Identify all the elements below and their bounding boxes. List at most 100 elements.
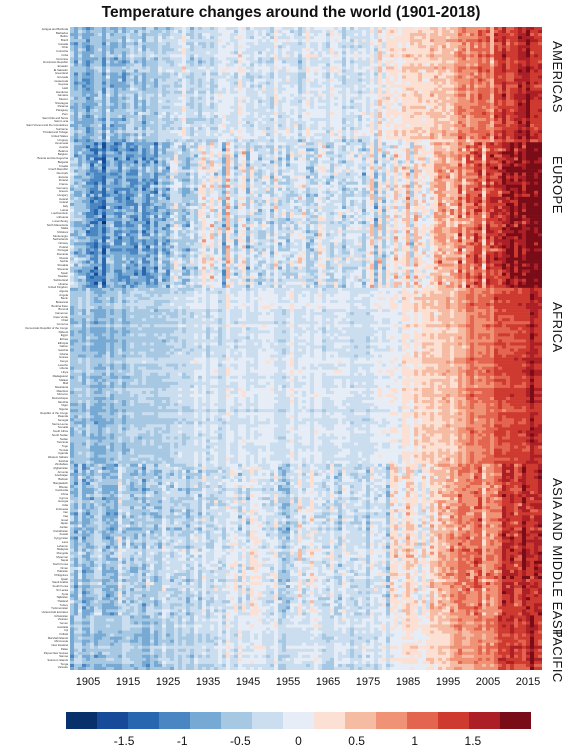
- heatmap-cell: [354, 51, 358, 54]
- heatmap-cell: [234, 30, 238, 33]
- heatmap-cell: [342, 27, 346, 30]
- heatmap-cell: [122, 27, 126, 30]
- heatmap-cell: [486, 36, 490, 39]
- heatmap-cell: [458, 36, 462, 39]
- heatmap-cell: [462, 27, 466, 30]
- heatmap-cell: [170, 48, 174, 51]
- heatmap-cell: [446, 33, 450, 36]
- heatmap-cell: [186, 36, 190, 39]
- heatmap-cell: [398, 60, 402, 63]
- heatmap-cell: [234, 60, 238, 63]
- heatmap-cell: [254, 45, 258, 48]
- heatmap-cell: [314, 48, 318, 51]
- heatmap-cell: [470, 27, 474, 30]
- heatmap-cell: [302, 33, 306, 36]
- heatmap-cell: [486, 39, 490, 42]
- heatmap-cell: [98, 45, 102, 48]
- heatmap-cell: [502, 36, 506, 39]
- heatmap-cell: [458, 54, 462, 57]
- heatmap-cell: [286, 27, 290, 30]
- heatmap-cell: [450, 54, 454, 57]
- heatmap-cell: [242, 42, 246, 45]
- heatmap-cell: [298, 30, 302, 33]
- heatmap-cell: [150, 39, 154, 42]
- heatmap-cell: [162, 45, 166, 48]
- heatmap-cell: [310, 45, 314, 48]
- heatmap-cell: [90, 39, 94, 42]
- heatmap-cell: [254, 57, 258, 60]
- heatmap-cell: [262, 57, 266, 60]
- heatmap-cell: [286, 36, 290, 39]
- heatmap-cell: [166, 66, 170, 69]
- heatmap-cell: [286, 48, 290, 51]
- heatmap-cell: [114, 48, 118, 51]
- heatmap-cell: [214, 30, 218, 33]
- heatmap-cell: [330, 60, 334, 63]
- heatmap-cell: [150, 60, 154, 63]
- heatmap-cell: [218, 39, 222, 42]
- heatmap-cell: [186, 39, 190, 42]
- heatmap-cell: [138, 60, 142, 63]
- heatmap-cell: [142, 51, 146, 54]
- heatmap-cell: [134, 54, 138, 57]
- heatmap-cell: [490, 54, 494, 57]
- heatmap-cell: [218, 57, 222, 60]
- heatmap-cell: [474, 30, 478, 33]
- heatmap-cell: [538, 54, 542, 57]
- heatmap-cell: [246, 27, 250, 30]
- heatmap-cell: [86, 60, 90, 63]
- heatmap-cell: [238, 54, 242, 57]
- heatmap-cell: [266, 57, 270, 60]
- heatmap-cell: [362, 57, 366, 60]
- heatmap-cell: [254, 63, 258, 66]
- heatmap-cell: [338, 30, 342, 33]
- heatmap-cell: [342, 42, 346, 45]
- heatmap-cell: [378, 57, 382, 60]
- heatmap-cell: [334, 66, 338, 69]
- heatmap-cell: [186, 63, 190, 66]
- heatmap-cell: [442, 48, 446, 51]
- heatmap-cell: [206, 57, 210, 60]
- heatmap-cell: [538, 57, 542, 60]
- heatmap-cell: [434, 30, 438, 33]
- heatmap-cell: [358, 51, 362, 54]
- heatmap-cell: [230, 66, 234, 69]
- heatmap-cell: [358, 63, 362, 66]
- heatmap-cell: [518, 57, 522, 60]
- heatmap-cell: [246, 45, 250, 48]
- heatmap-cell: [434, 42, 438, 45]
- heatmap-cell: [446, 48, 450, 51]
- heatmap-cell: [502, 39, 506, 42]
- heatmap-cell: [258, 36, 262, 39]
- heatmap-cell: [526, 39, 530, 42]
- heatmap-cell: [362, 30, 366, 33]
- heatmap-cell: [310, 63, 314, 66]
- heatmap-cell: [122, 57, 126, 60]
- heatmap-cell: [414, 39, 418, 42]
- heatmap-cell: [122, 30, 126, 33]
- heatmap-cell: [90, 36, 94, 39]
- heatmap-cell: [494, 45, 498, 48]
- heatmap-cell: [234, 48, 238, 51]
- heatmap-cell: [182, 30, 186, 33]
- heatmap-cell: [422, 30, 426, 33]
- heatmap-cell: [94, 69, 98, 72]
- heatmap-cell: [518, 27, 522, 30]
- heatmap-cell: [374, 36, 378, 39]
- heatmap-cell: [266, 54, 270, 57]
- heatmap-cell: [286, 60, 290, 63]
- heatmap-cell: [314, 27, 318, 30]
- heatmap-cell: [82, 39, 86, 42]
- heatmap-cell: [478, 54, 482, 57]
- heatmap-cell: [162, 60, 166, 63]
- heatmap-cell: [290, 51, 294, 54]
- heatmap-cell: [346, 57, 350, 60]
- heatmap-cell: [518, 48, 522, 51]
- heatmap-cell: [178, 42, 182, 45]
- heatmap-cell: [474, 45, 478, 48]
- heatmap-cell: [78, 36, 82, 39]
- heatmap-cell: [514, 54, 518, 57]
- heatmap-cell: [374, 30, 378, 33]
- heatmap-cell: [146, 42, 150, 45]
- heatmap-cell: [210, 27, 214, 30]
